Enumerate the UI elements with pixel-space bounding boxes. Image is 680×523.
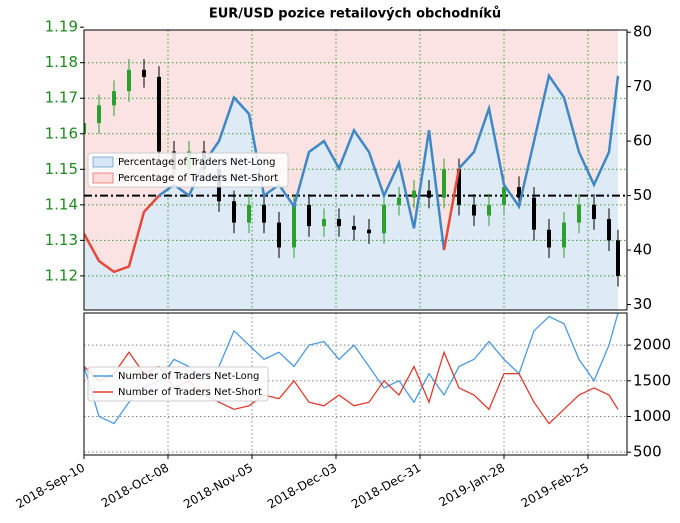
candle-body (562, 222, 566, 248)
candle-body (307, 204, 311, 227)
y2-tick-label: 1000 (633, 407, 671, 425)
candle-body (232, 201, 236, 223)
candle-body (127, 69, 131, 92)
y2-tick-label: 60 (633, 132, 652, 150)
candle-body (412, 190, 416, 198)
candle-body (577, 204, 581, 223)
candle-body (247, 204, 251, 223)
chart-title: EUR/USD pozice retailových obchodníků (209, 7, 501, 22)
y2-tick-label: 500 (633, 443, 662, 461)
candle-body (607, 219, 611, 241)
candle-body (517, 187, 521, 198)
y-tick-label: 1.19 (45, 18, 78, 36)
candle-body (442, 169, 446, 198)
candle-body (292, 204, 296, 248)
legend: Number of Traders Net-Long Number of Trad… (87, 366, 269, 402)
y2-tick-label: 50 (633, 186, 652, 204)
candle-body (532, 197, 536, 230)
y2-tick-label: 2000 (633, 336, 671, 354)
plot-frame (83, 29, 628, 311)
candle-body (84, 123, 86, 134)
candle-body (337, 219, 341, 227)
net-long-area (84, 75, 618, 310)
legend-label: Number of Traders Net-Short (118, 387, 262, 398)
candle-body (592, 204, 596, 220)
candle-body (547, 229, 551, 248)
candle-body (487, 204, 491, 216)
net-short-area (84, 30, 618, 272)
candle-body (262, 204, 266, 223)
y-tick-label: 1.12 (45, 266, 78, 284)
y-tick-label: 1.15 (45, 160, 78, 178)
candle-body (397, 197, 401, 205)
y-tick-label: 1.17 (45, 89, 78, 107)
net-long-line (458, 72, 620, 210)
legend-swatch (92, 172, 114, 184)
candle-body (97, 105, 101, 124)
candle-body (367, 229, 371, 234)
candle-body (457, 169, 461, 205)
candle-body (112, 91, 116, 106)
y2-tick-label: 40 (633, 241, 652, 259)
y-tick-label: 1.16 (45, 124, 78, 142)
legend-label: Number of Traders Net-Long (118, 371, 259, 382)
candle-body (382, 204, 386, 234)
top-plot (84, 30, 627, 310)
candle-body (616, 240, 620, 276)
candle-body (427, 190, 431, 198)
legend-label: Percentage of Traders Net-Short (118, 173, 278, 184)
y-tick-label: 1.13 (45, 231, 78, 249)
candle-body (472, 204, 476, 216)
plot-frame (83, 312, 628, 456)
y2-tick-label: 80 (633, 23, 652, 41)
legend-swatch (92, 156, 114, 168)
candle-body (157, 76, 161, 152)
net-long-line (84, 194, 160, 274)
net-long-line (442, 168, 461, 251)
count-line (84, 313, 619, 425)
y2-tick-label: 70 (633, 77, 652, 95)
legend-label: Percentage of Traders Net-Long (118, 157, 276, 168)
legend-box (87, 152, 289, 188)
candle-body (322, 219, 326, 227)
candle-body (352, 226, 356, 230)
y-tick-label: 1.14 (45, 195, 78, 213)
candle-body (142, 69, 146, 77)
y2-tick-label: 1500 (633, 371, 671, 389)
y2-tick-label: 30 (633, 295, 652, 313)
candle-body (502, 187, 506, 205)
candle-body (277, 222, 281, 248)
y-tick-label: 1.18 (45, 53, 78, 71)
legend: Percentage of Traders Net-Long Percentage… (87, 152, 289, 188)
legend-box (87, 366, 269, 402)
